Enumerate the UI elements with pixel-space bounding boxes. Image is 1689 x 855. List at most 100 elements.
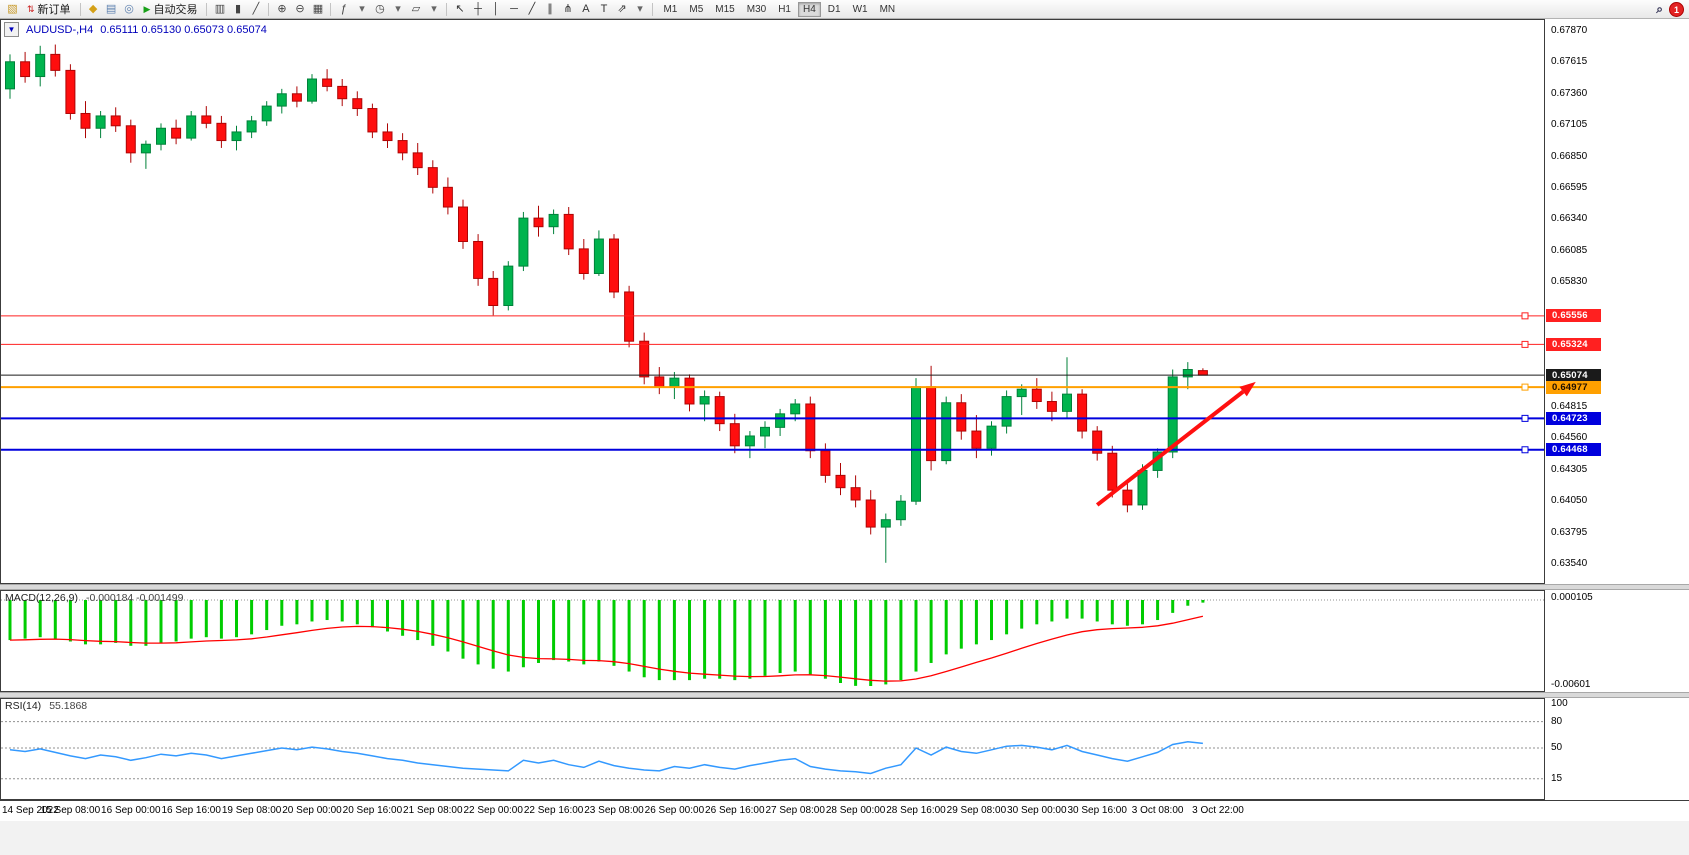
data-window-icon[interactable]: ◎ <box>124 3 134 15</box>
arrows-icon[interactable]: ⇗ <box>617 3 627 15</box>
rsi-line <box>9 741 1203 775</box>
time-axis-label: 22 Sep 00:00 <box>463 805 523 816</box>
crosshair-icon[interactable]: ┼ <box>474 3 482 15</box>
charts-group-icon[interactable]: ◆ <box>88 3 98 15</box>
macd-histogram-bar <box>929 600 933 663</box>
symbol-dropdown-icon[interactable]: ▼ <box>4 22 19 37</box>
templates-icon[interactable]: ▱ <box>411 3 421 15</box>
macd-values: -0.000184 -0.001499 <box>85 592 184 604</box>
candle-body <box>397 140 408 154</box>
macd-panel[interactable]: MACD(12,26,9) -0.000184 -0.001499 <box>0 590 1545 692</box>
rsi-indicator-chart[interactable] <box>0 698 1545 800</box>
notification-badge[interactable]: 1 <box>1669 2 1684 17</box>
candle-body <box>50 53 61 71</box>
candle <box>1077 389 1088 439</box>
macd-scale-tick: -0.00601 <box>1551 679 1591 690</box>
periods-icon[interactable]: ◷ <box>375 3 385 15</box>
candle-body <box>760 426 770 437</box>
search-icon[interactable]: ⌕ <box>1656 2 1663 16</box>
candle-body <box>95 115 106 129</box>
rsi-label: RSI(14) 55.1868 <box>5 700 87 712</box>
timeframe-mn-button[interactable]: MN <box>879 3 896 15</box>
price-badge: 0.64468 <box>1546 443 1601 457</box>
shapes-dropdown-icon[interactable]: ▾ <box>637 3 643 15</box>
time-axis-label: 20 Sep 16:00 <box>342 805 403 816</box>
tile-windows-icon[interactable]: ▦ <box>312 3 324 15</box>
candlestick-chart[interactable] <box>0 19 1545 584</box>
time-axis-label: 26 Sep 16:00 <box>705 805 765 816</box>
candle <box>276 88 287 114</box>
candlestick-chart-icon[interactable]: ▮ <box>234 3 241 15</box>
trendline-icon[interactable]: ╱ <box>528 3 536 15</box>
trend-arrow[interactable] <box>1095 390 1245 507</box>
rsi-scale[interactable]: 100 80 50 15 <box>1545 698 1689 800</box>
toolbar-separator <box>330 2 332 16</box>
macd-histogram-bar <box>537 600 540 663</box>
label-icon[interactable]: T <box>600 3 608 15</box>
candle <box>488 271 499 316</box>
timeframe-m5-button[interactable]: M5 <box>689 3 704 15</box>
channel-icon[interactable]: ∥ <box>547 3 553 15</box>
fibonacci-icon[interactable]: ⋔ <box>563 3 573 15</box>
candle-body <box>35 53 46 78</box>
templates-dropdown-icon[interactable]: ▾ <box>431 3 437 15</box>
indicators-icon[interactable]: ƒ <box>340 3 348 15</box>
vertical-line-icon[interactable]: │ <box>492 3 500 15</box>
timeframe-d1-button[interactable]: D1 <box>827 3 841 15</box>
candle <box>1167 369 1178 459</box>
line-handle[interactable] <box>1521 340 1529 348</box>
macd-histogram-bar <box>1186 600 1190 606</box>
timeframe-h1-button[interactable]: H1 <box>778 3 791 15</box>
macd-histogram-bar <box>401 600 405 636</box>
zoom-out-icon[interactable]: ⊖ <box>295 3 305 15</box>
candle-body <box>714 396 725 425</box>
macd-indicator-chart[interactable] <box>0 590 1545 692</box>
line-handle[interactable] <box>1521 383 1529 391</box>
time-axis-label: 20 Sep 00:00 <box>282 805 342 816</box>
candle <box>397 133 408 161</box>
horizontal-line-icon[interactable]: ─ <box>510 3 518 15</box>
auto-trading-button[interactable]: ▶ 自动交易 <box>139 1 203 17</box>
line-chart-icon[interactable]: ╱ <box>252 3 260 15</box>
candle <box>140 140 151 169</box>
time-axis[interactable]: 14 Sep 2022 15 Sep 08:00 16 Sep 00:00 16 Se… <box>0 800 1689 821</box>
bar-chart-icon[interactable]: ▥ <box>214 3 226 15</box>
price-scale[interactable]: 0.67870 0.67615 0.67360 0.67105 0.66850 0.665… <box>1545 19 1689 584</box>
new-order-icon: ⇅ <box>27 3 35 14</box>
timeframe-m1-button[interactable]: M1 <box>663 3 678 15</box>
timeframe-w1-button[interactable]: W1 <box>852 3 868 15</box>
panel-splitter[interactable] <box>0 692 1689 698</box>
macd-scale[interactable]: 0.000105 -0.00601 <box>1545 590 1689 692</box>
timeframe-m15-button[interactable]: M15 <box>715 3 735 15</box>
periods-dropdown-icon[interactable]: ▾ <box>395 3 401 15</box>
new-order-button[interactable]: ⇅ 新订单 <box>22 1 76 17</box>
bottom-filler <box>0 821 1689 855</box>
print-icon[interactable]: ▤ <box>105 3 117 15</box>
rsi-panel[interactable]: RSI(14) 55.1868 <box>0 698 1545 800</box>
candle <box>880 513 891 563</box>
candle <box>50 44 61 77</box>
panel-splitter[interactable] <box>0 584 1689 590</box>
new-chart-icon[interactable]: ▧ <box>7 3 18 15</box>
timeframe-m30-button[interactable]: M30 <box>746 3 767 15</box>
line-handle[interactable] <box>1521 414 1529 422</box>
candle-body <box>729 423 740 447</box>
price-chart-panel[interactable]: ▼ AUDUSD-,H4 0.65111 0.65130 0.65073 0.6… <box>0 19 1545 584</box>
timeframe-h4-button[interactable]: H4 <box>797 1 821 17</box>
rsi-value: 55.1868 <box>49 700 88 712</box>
cursor-icon[interactable]: ↖ <box>455 3 465 15</box>
zoom-in-icon[interactable]: ⊕ <box>277 3 287 15</box>
macd-histogram-bar <box>793 600 797 672</box>
candle-body <box>865 499 876 528</box>
indicators-dropdown-icon[interactable]: ▾ <box>359 3 365 15</box>
candle <box>65 64 76 120</box>
line-handle[interactable] <box>1521 312 1529 320</box>
macd-histogram-bar <box>657 600 661 681</box>
candle-body <box>201 115 212 124</box>
line-handle[interactable] <box>1521 446 1529 454</box>
candle <box>307 74 317 104</box>
trend-arrow-head[interactable] <box>1239 381 1256 397</box>
macd-histogram-bar <box>839 600 842 683</box>
candle <box>473 234 484 286</box>
text-icon[interactable]: A <box>582 3 590 15</box>
